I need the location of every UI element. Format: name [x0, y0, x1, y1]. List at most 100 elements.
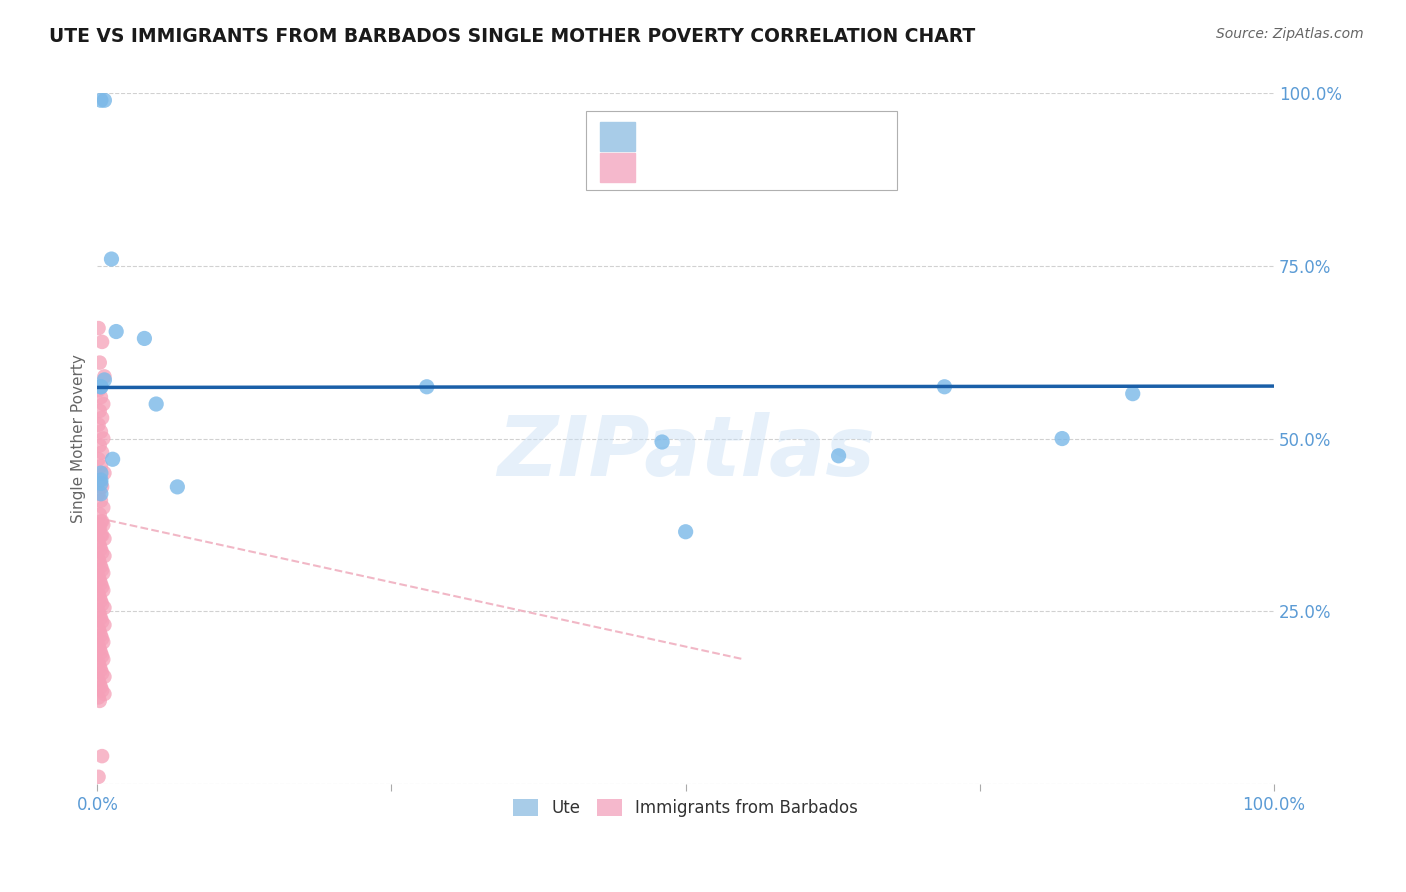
- Text: Source: ZipAtlas.com: Source: ZipAtlas.com: [1216, 27, 1364, 41]
- Point: [89, 404, 111, 418]
- Point: [89, 676, 111, 690]
- Point: [87, 587, 110, 601]
- Point: [827, 449, 849, 463]
- Point: [89, 356, 111, 370]
- Point: [91, 445, 114, 459]
- Point: [93, 466, 115, 480]
- Point: [87, 535, 110, 549]
- Point: [89, 573, 111, 587]
- Point: [90, 680, 112, 694]
- Text: N = 80: N = 80: [780, 158, 842, 177]
- Point: [416, 380, 439, 394]
- Point: [93, 687, 115, 701]
- Point: [87, 452, 110, 467]
- Point: [93, 93, 115, 107]
- Point: [91, 615, 114, 629]
- Point: [651, 435, 673, 450]
- FancyBboxPatch shape: [600, 122, 636, 152]
- Point: [90, 93, 112, 107]
- Point: [91, 500, 114, 515]
- Point: [89, 521, 111, 535]
- Point: [90, 487, 112, 501]
- Point: [90, 611, 112, 625]
- Point: [105, 325, 128, 339]
- Point: [93, 369, 115, 384]
- Point: [166, 480, 188, 494]
- Point: [90, 476, 112, 491]
- Point: [101, 452, 124, 467]
- Point: [91, 749, 114, 764]
- Y-axis label: Single Mother Poverty: Single Mother Poverty: [72, 354, 86, 523]
- Point: [1050, 432, 1073, 446]
- Point: [91, 480, 114, 494]
- Point: [87, 673, 110, 688]
- Point: [91, 545, 114, 559]
- Point: [90, 559, 112, 574]
- Point: [91, 635, 114, 649]
- Point: [87, 621, 110, 635]
- Point: [93, 532, 115, 546]
- Point: [87, 604, 110, 618]
- Point: [93, 618, 115, 632]
- Point: [87, 552, 110, 566]
- Point: [91, 652, 114, 666]
- Point: [145, 397, 167, 411]
- Point: [91, 597, 114, 611]
- Point: [87, 770, 110, 784]
- Legend: Ute, Immigrants from Barbados: Ute, Immigrants from Barbados: [506, 792, 865, 823]
- Text: N = 22: N = 22: [780, 128, 842, 146]
- Point: [87, 690, 110, 705]
- Point: [90, 380, 112, 394]
- Point: [91, 666, 114, 681]
- Point: [90, 646, 112, 660]
- Point: [90, 515, 112, 529]
- Point: [90, 390, 112, 404]
- Text: R = -0.065: R = -0.065: [647, 158, 744, 177]
- Point: [90, 628, 112, 642]
- Point: [100, 252, 122, 266]
- Point: [134, 331, 156, 345]
- Point: [934, 380, 956, 394]
- Point: [91, 583, 114, 598]
- Point: [89, 438, 111, 452]
- Point: [90, 493, 112, 508]
- Point: [90, 576, 112, 591]
- Point: [91, 432, 114, 446]
- Point: [90, 459, 112, 474]
- Point: [93, 670, 115, 684]
- Point: [89, 694, 111, 708]
- Point: [90, 425, 112, 439]
- Point: [91, 517, 114, 532]
- Point: [91, 648, 114, 663]
- Text: R =  0.002: R = 0.002: [647, 128, 742, 146]
- Point: [87, 321, 110, 335]
- Text: UTE VS IMMIGRANTS FROM BARBADOS SINGLE MOTHER POVERTY CORRELATION CHART: UTE VS IMMIGRANTS FROM BARBADOS SINGLE M…: [49, 27, 976, 45]
- Point: [90, 466, 112, 480]
- Point: [87, 639, 110, 653]
- Point: [91, 334, 114, 349]
- Point: [89, 508, 111, 522]
- Point: [91, 683, 114, 698]
- Point: [87, 383, 110, 397]
- Point: [93, 373, 115, 387]
- Point: [89, 591, 111, 605]
- Point: [90, 473, 112, 487]
- Point: [87, 417, 110, 432]
- FancyBboxPatch shape: [586, 111, 897, 190]
- Point: [89, 556, 111, 570]
- Point: [91, 632, 114, 646]
- Point: [89, 642, 111, 657]
- Point: [89, 624, 111, 639]
- Point: [91, 563, 114, 577]
- Point: [87, 487, 110, 501]
- Point: [89, 473, 111, 487]
- Point: [90, 663, 112, 677]
- Point: [89, 539, 111, 553]
- Point: [91, 410, 114, 425]
- Point: [89, 607, 111, 622]
- Point: [87, 656, 110, 670]
- Point: [91, 580, 114, 594]
- Point: [89, 659, 111, 673]
- Point: [90, 594, 112, 608]
- Point: [87, 521, 110, 535]
